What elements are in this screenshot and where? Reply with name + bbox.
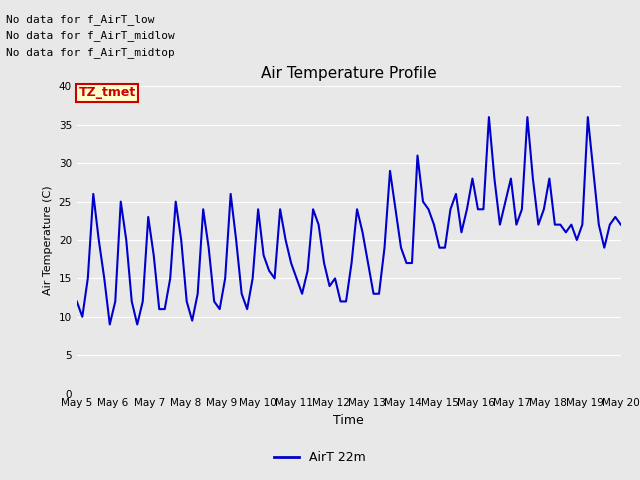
Text: No data for f_AirT_midtop: No data for f_AirT_midtop xyxy=(6,47,175,58)
Y-axis label: Air Temperature (C): Air Temperature (C) xyxy=(43,185,53,295)
Text: TZ_tmet: TZ_tmet xyxy=(79,86,136,99)
Legend: AirT 22m: AirT 22m xyxy=(269,446,371,469)
Text: No data for f_AirT_low: No data for f_AirT_low xyxy=(6,13,155,24)
Title: Air Temperature Profile: Air Temperature Profile xyxy=(261,66,436,81)
Text: No data for f_AirT_midlow: No data for f_AirT_midlow xyxy=(6,30,175,41)
X-axis label: Time: Time xyxy=(333,414,364,427)
